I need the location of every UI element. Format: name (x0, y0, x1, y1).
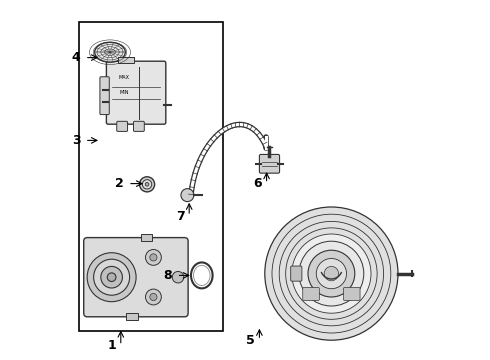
Text: 1: 1 (108, 339, 117, 352)
Text: 5: 5 (246, 334, 255, 347)
FancyBboxPatch shape (343, 288, 360, 301)
Circle shape (324, 266, 339, 281)
FancyBboxPatch shape (133, 121, 144, 131)
Circle shape (292, 234, 371, 313)
Text: 8: 8 (164, 269, 172, 282)
Bar (141, 234, 152, 241)
Circle shape (316, 258, 346, 289)
FancyBboxPatch shape (106, 61, 166, 124)
FancyBboxPatch shape (291, 266, 302, 281)
FancyBboxPatch shape (259, 154, 280, 173)
Text: 7: 7 (176, 210, 185, 222)
Circle shape (146, 249, 161, 265)
Bar (79, 22, 223, 331)
Text: 2: 2 (115, 177, 123, 190)
Text: 4: 4 (72, 51, 80, 64)
FancyBboxPatch shape (117, 121, 127, 131)
Circle shape (87, 253, 136, 302)
Text: MAX: MAX (118, 75, 129, 80)
Circle shape (107, 273, 116, 282)
Circle shape (150, 293, 157, 301)
Ellipse shape (140, 177, 155, 192)
Circle shape (146, 289, 161, 305)
Ellipse shape (143, 180, 152, 189)
Ellipse shape (95, 42, 125, 62)
Circle shape (308, 250, 355, 297)
Bar (126, 313, 138, 320)
Text: 3: 3 (72, 134, 80, 147)
Circle shape (181, 189, 194, 202)
FancyBboxPatch shape (100, 77, 109, 114)
Circle shape (172, 271, 184, 283)
FancyBboxPatch shape (303, 288, 319, 301)
Circle shape (94, 259, 130, 295)
Circle shape (101, 266, 122, 288)
Circle shape (150, 254, 157, 261)
Text: MIN: MIN (119, 90, 128, 95)
Text: 6: 6 (254, 177, 262, 190)
Bar (118, 57, 134, 63)
FancyBboxPatch shape (84, 238, 188, 317)
Ellipse shape (145, 183, 149, 186)
Circle shape (299, 241, 364, 306)
Circle shape (265, 207, 398, 340)
